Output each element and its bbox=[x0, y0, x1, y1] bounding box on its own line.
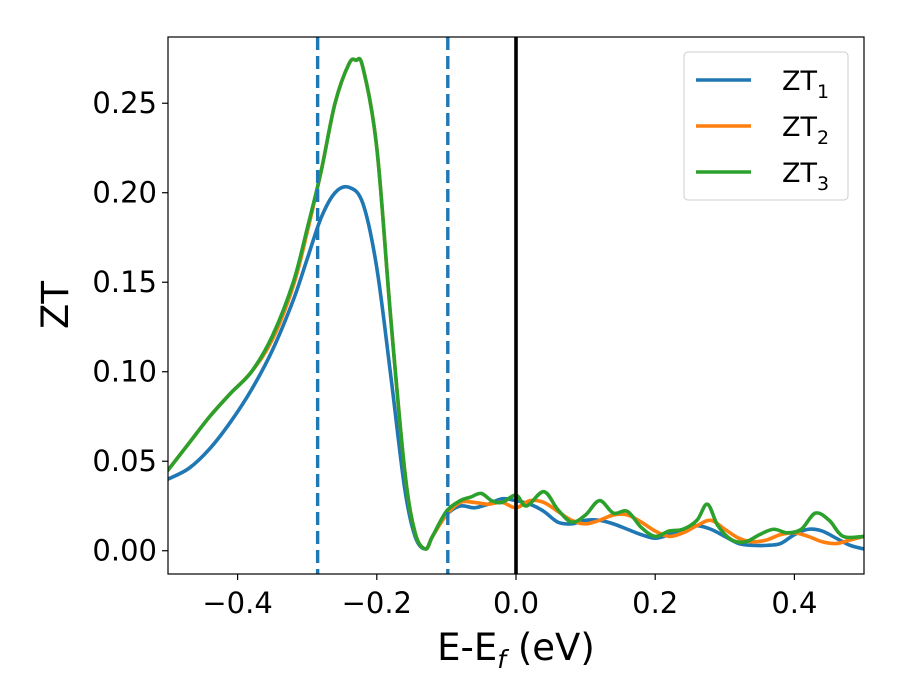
y-tick-label: 0.20 bbox=[92, 176, 157, 210]
legend-label-zt1: ZT1 bbox=[782, 66, 829, 103]
y-axis-ticks: 0.00 0.05 0.10 0.15 0.20 0.25 bbox=[92, 86, 168, 568]
series-line-zt3 bbox=[168, 56, 864, 551]
plot-area bbox=[168, 37, 864, 574]
x-axis-label-main: E-E bbox=[437, 626, 497, 669]
y-axis-label: ZT bbox=[34, 281, 77, 329]
x-tick-label: −0.2 bbox=[342, 586, 412, 620]
x-tick-label: 0.0 bbox=[493, 586, 539, 620]
x-axis-label-unit: (eV) bbox=[506, 626, 595, 669]
x-tick-label: −0.4 bbox=[202, 586, 272, 620]
legend: ZT1 ZT2 ZT3 bbox=[683, 51, 849, 201]
legend-label-zt3: ZT3 bbox=[782, 158, 829, 195]
x-tick-label: 0.4 bbox=[771, 586, 817, 620]
x-axis-label: E-Ef (eV) bbox=[437, 626, 595, 674]
legend-label-zt2: ZT2 bbox=[782, 112, 829, 149]
y-tick-label: 0.00 bbox=[92, 534, 157, 568]
y-tick-label: 0.05 bbox=[92, 444, 157, 478]
plot-clip-group bbox=[168, 37, 864, 574]
x-axis-ticks: −0.4 −0.2 0.0 0.2 0.4 bbox=[202, 574, 817, 620]
x-tick-label: 0.2 bbox=[632, 586, 678, 620]
y-tick-label: 0.25 bbox=[92, 86, 157, 120]
legend-frame bbox=[683, 51, 849, 201]
y-tick-label: 0.15 bbox=[92, 265, 157, 299]
y-tick-label: 0.10 bbox=[92, 355, 157, 389]
